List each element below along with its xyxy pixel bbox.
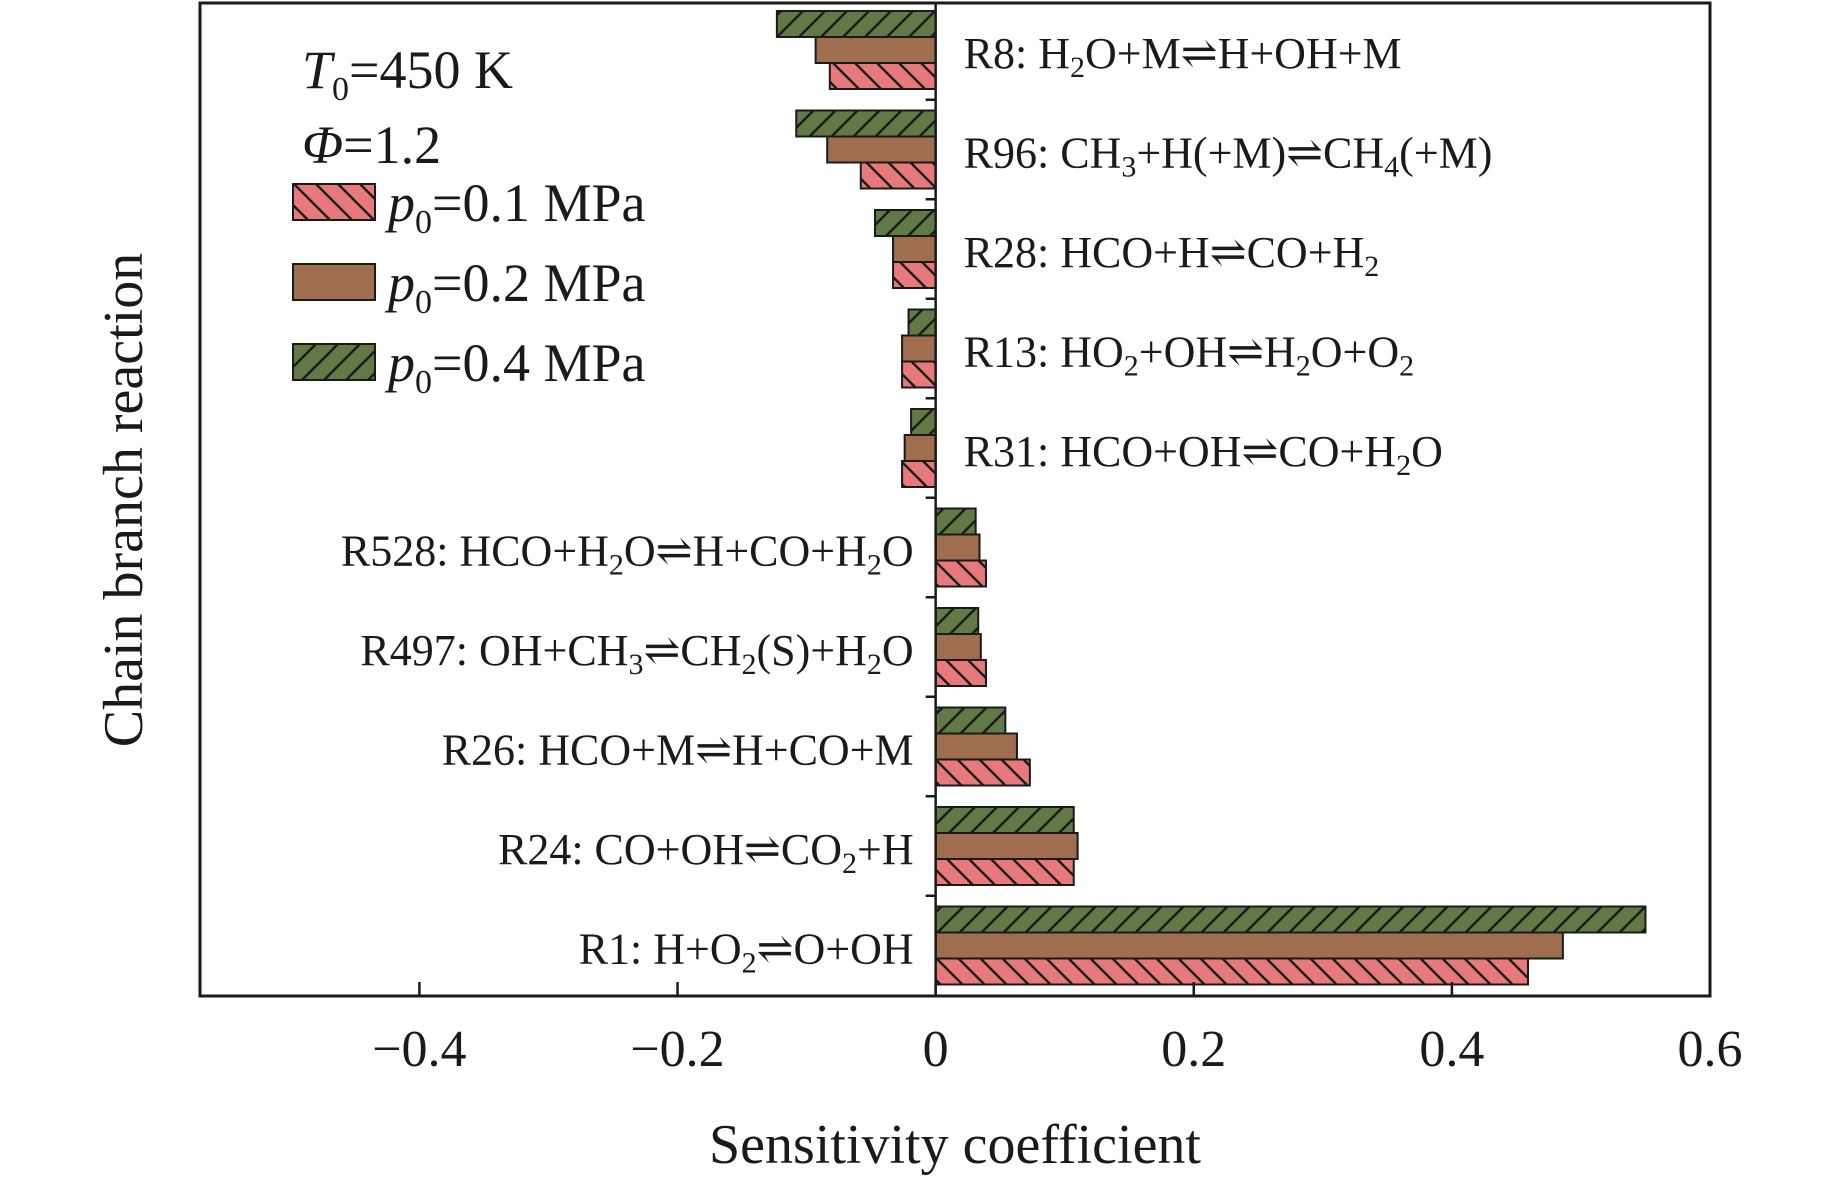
legend-item-3: p0=0.4 MPa [292, 333, 646, 401]
category-ticks [925, 98, 936, 897]
category-label-R28: R28: HCO+H⇌CO+H2 [964, 228, 1380, 283]
bar-R497-1 [934, 607, 980, 635]
bar-R528-2 [934, 533, 981, 562]
bar-R31-2 [903, 434, 937, 462]
bar-R24-2 [934, 832, 1079, 860]
temperature-symbol: T [302, 40, 336, 100]
bar-R24-1 [934, 806, 1075, 834]
phi-value: =1.2 [343, 115, 441, 175]
x-axis-label: Sensitivity coefficient [709, 1114, 1201, 1176]
bar-R96-1 [795, 109, 937, 138]
legend-item-1: p0=0.1 MPa [292, 173, 646, 241]
bar-R13-3 [901, 360, 937, 389]
bar-R1-1 [934, 905, 1647, 934]
temperature-subscript: 0 [332, 71, 349, 108]
bar-R8-2 [814, 36, 937, 64]
legend-label: p0=0.2 MPa [384, 253, 646, 321]
category-label-R26: R26: HCO+M⇌H+CO+M [442, 726, 914, 775]
category-label-R24: R24: CO+OH⇌CO2+H [498, 825, 914, 880]
x-tick-label: −0.4 [372, 1021, 466, 1078]
bar-R8-3 [828, 62, 937, 90]
temperature-label: T0=450 K [302, 40, 513, 108]
bar-R1-2 [934, 931, 1564, 960]
bar-R31-3 [901, 460, 937, 488]
plot-frame [198, 1, 1712, 998]
category-label-R528: R528: HCO+H2O⇌H+CO+H2O [341, 527, 914, 582]
bar-R28-3 [892, 261, 937, 289]
equivalence-ratio-label: Φ=1.2 [302, 115, 441, 175]
legend-label: p0=0.4 MPa [384, 333, 646, 401]
category-label-R13: R13: HO2+OH⇌H2O+O2 [964, 328, 1415, 383]
bars-layer [775, 10, 1647, 986]
legend-item-2: p0=0.2 MPa [292, 253, 646, 321]
temperature-value: =450 K [349, 40, 513, 100]
phi-symbol: Φ [302, 115, 343, 175]
bar-R26-2 [934, 732, 1018, 761]
x-ticks [418, 982, 1712, 996]
bar-R1-3 [934, 957, 1530, 986]
bar-R528-1 [934, 507, 977, 536]
bar-R13-2 [901, 334, 937, 363]
legend: p0=0.1 MPa p0=0.2 MPa p0=0.4 MPa [292, 173, 646, 401]
category-label-R497: R497: OH+CH3⇌CH2(S)+H2O [360, 626, 913, 681]
category-labels: R8: H2O+M⇌H+OH+M R96: CH3+H(+M)⇌CH4(+M) R2… [341, 29, 1493, 980]
bar-R497-3 [934, 659, 987, 687]
conditions-block: T0=450 K Φ=1.2 [302, 40, 513, 175]
y-axis-label: Chain branch reaction [93, 253, 155, 747]
category-label-R1: R1: H+O2⇌O+OH [579, 925, 914, 980]
bar-R31-1 [910, 408, 937, 436]
x-tick-label: 0 [923, 1021, 949, 1078]
x-tick-label: 0.6 [1678, 1021, 1743, 1078]
bar-R26-3 [934, 758, 1031, 787]
bar-R96-2 [826, 135, 937, 164]
bar-R13-1 [907, 308, 937, 337]
bar-R96-3 [859, 161, 937, 190]
bar-R28-2 [892, 235, 937, 263]
x-tick-label: 0.2 [1161, 1021, 1226, 1078]
legend-label: p0=0.1 MPa [384, 173, 646, 241]
x-tick-label: 0.4 [1419, 1021, 1484, 1078]
category-label-R31: R31: HCO+OH⇌CO+H2O [964, 427, 1443, 482]
bar-R26-1 [934, 706, 1007, 735]
bar-R528-3 [934, 559, 987, 588]
bar-R8-1 [775, 10, 937, 38]
bar-R24-3 [934, 858, 1075, 886]
category-label-R8: R8: H2O+M⇌H+OH+M [964, 29, 1402, 84]
category-label-R96: R96: CH3+H(+M)⇌CH4(+M) [964, 129, 1493, 184]
bar-R28-1 [873, 209, 937, 237]
legend-swatch [293, 264, 375, 300]
x-tick-labels: −0.4 −0.2 0 0.2 0.4 0.6 [372, 1021, 1742, 1078]
x-tick-label: −0.2 [630, 1021, 724, 1078]
bar-R497-2 [934, 633, 982, 661]
